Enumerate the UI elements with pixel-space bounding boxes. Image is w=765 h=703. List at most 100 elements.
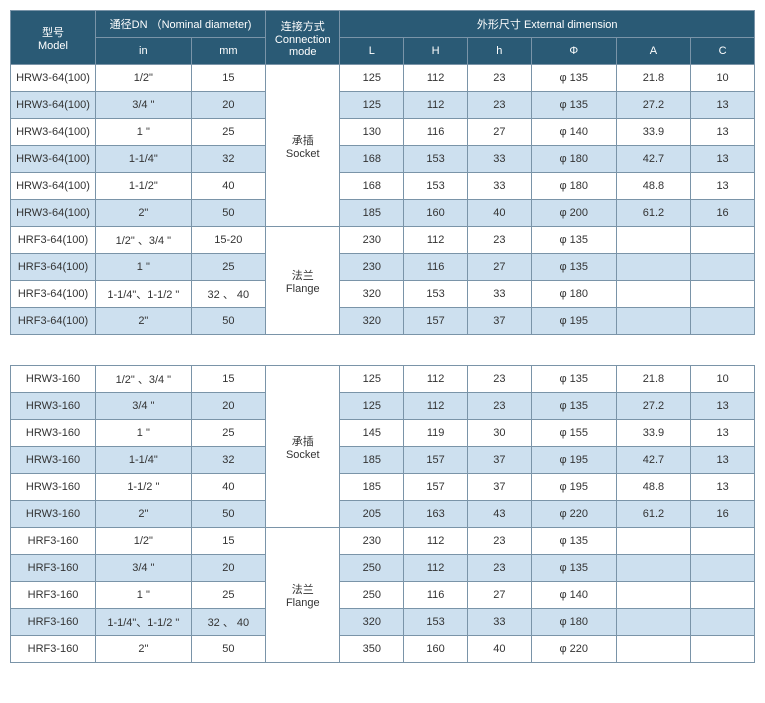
- cell-in: 1/2" 、3/4 ": [96, 227, 192, 254]
- cell-model: HRF3-64(100): [11, 308, 96, 335]
- col-A: A: [616, 38, 690, 65]
- cell-C: 10: [691, 65, 755, 92]
- cell-L: 125: [340, 366, 404, 393]
- table-row: HRF3-1601/2"15法兰Flange23011223φ 135: [11, 528, 755, 555]
- col-h: h: [467, 38, 531, 65]
- cell-L: 130: [340, 119, 404, 146]
- cell-C: [691, 555, 755, 582]
- col-external-group: 外形尺寸 External dimension: [340, 11, 755, 38]
- cell-A: 42.7: [616, 447, 690, 474]
- col-model: 型号Model: [11, 11, 96, 65]
- cell-L: 168: [340, 146, 404, 173]
- cell-mm: 20: [191, 555, 265, 582]
- cell-mm: 32: [191, 146, 265, 173]
- cell-model: HRW3-64(100): [11, 119, 96, 146]
- table-row: HRW3-1601 "2514511930φ 15533.913: [11, 420, 755, 447]
- cell-L: 250: [340, 555, 404, 582]
- cell-L: 145: [340, 420, 404, 447]
- col-L: L: [340, 38, 404, 65]
- table-row: HRF3-1603/4 "2025011223φ 135: [11, 555, 755, 582]
- cell-phi: φ 155: [531, 420, 616, 447]
- cell-A: 27.2: [616, 92, 690, 119]
- cell-mm: 50: [191, 200, 265, 227]
- cell-phi: φ 135: [531, 227, 616, 254]
- cell-model: HRF3-160: [11, 609, 96, 636]
- cell-H: 153: [404, 281, 468, 308]
- table-row: HRF3-64(100)1 "2523011627φ 135: [11, 254, 755, 281]
- cell-model: HRW3-64(100): [11, 173, 96, 200]
- cell-phi: φ 135: [531, 528, 616, 555]
- cell-in: 3/4 ": [96, 393, 192, 420]
- connection-mode-cell: 法兰Flange: [266, 227, 340, 335]
- cell-h: 23: [467, 366, 531, 393]
- cell-C: 10: [691, 366, 755, 393]
- cell-in: 3/4 ": [96, 555, 192, 582]
- cell-H: 160: [404, 636, 468, 663]
- cell-model: HRF3-160: [11, 582, 96, 609]
- cell-A: 48.8: [616, 173, 690, 200]
- col-mm: mm: [191, 38, 265, 65]
- cell-A: [616, 636, 690, 663]
- cell-h: 23: [467, 555, 531, 582]
- cell-H: 153: [404, 146, 468, 173]
- cell-h: 40: [467, 636, 531, 663]
- cell-phi: φ 220: [531, 636, 616, 663]
- table-row: HRW3-64(100)1-1/2"4016815333φ 18048.813: [11, 173, 755, 200]
- cell-model: HRW3-160: [11, 420, 96, 447]
- cell-mm: 40: [191, 173, 265, 200]
- cell-model: HRF3-64(100): [11, 281, 96, 308]
- cell-phi: φ 180: [531, 281, 616, 308]
- cell-A: [616, 609, 690, 636]
- cell-phi: φ 200: [531, 200, 616, 227]
- table-row: HRW3-1602"5020516343φ 22061.216: [11, 501, 755, 528]
- cell-in: 2": [96, 308, 192, 335]
- cell-mm: 32: [191, 447, 265, 474]
- cell-H: 157: [404, 308, 468, 335]
- cell-model: HRW3-160: [11, 393, 96, 420]
- cell-L: 185: [340, 474, 404, 501]
- cell-h: 33: [467, 281, 531, 308]
- cell-L: 125: [340, 92, 404, 119]
- cell-in: 1 ": [96, 420, 192, 447]
- cell-H: 153: [404, 609, 468, 636]
- cell-mm: 25: [191, 119, 265, 146]
- cell-H: 112: [404, 366, 468, 393]
- cell-C: 16: [691, 200, 755, 227]
- cell-A: 61.2: [616, 200, 690, 227]
- cell-model: HRW3-160: [11, 474, 96, 501]
- table-row: HRW3-1601-1/4"3218515737φ 19542.713: [11, 447, 755, 474]
- cell-H: 116: [404, 119, 468, 146]
- cell-mm: 50: [191, 636, 265, 663]
- cell-L: 125: [340, 393, 404, 420]
- cell-in: 1-1/4": [96, 146, 192, 173]
- cell-H: 112: [404, 528, 468, 555]
- cell-in: 2": [96, 200, 192, 227]
- cell-h: 37: [467, 308, 531, 335]
- cell-phi: φ 135: [531, 393, 616, 420]
- cell-H: 116: [404, 254, 468, 281]
- cell-H: 112: [404, 393, 468, 420]
- cell-mm: 40: [191, 474, 265, 501]
- cell-in: 1 ": [96, 254, 192, 281]
- cell-L: 320: [340, 281, 404, 308]
- cell-A: 33.9: [616, 119, 690, 146]
- cell-in: 1-1/2 ": [96, 474, 192, 501]
- cell-in: 1/2": [96, 528, 192, 555]
- cell-in: 1/2" 、3/4 ": [96, 366, 192, 393]
- cell-mm: 32 、 40: [191, 609, 265, 636]
- cell-L: 230: [340, 528, 404, 555]
- cell-A: [616, 528, 690, 555]
- cell-h: 37: [467, 474, 531, 501]
- cell-mm: 15: [191, 528, 265, 555]
- cell-model: HRF3-160: [11, 555, 96, 582]
- cell-A: 42.7: [616, 146, 690, 173]
- cell-C: 13: [691, 119, 755, 146]
- cell-model: HRW3-64(100): [11, 65, 96, 92]
- col-conn: 连接方式Connectionmode: [266, 11, 340, 65]
- cell-H: 112: [404, 555, 468, 582]
- cell-phi: φ 180: [531, 146, 616, 173]
- cell-A: 61.2: [616, 501, 690, 528]
- cell-H: 163: [404, 501, 468, 528]
- cell-mm: 20: [191, 92, 265, 119]
- cell-mm: 32 、 40: [191, 281, 265, 308]
